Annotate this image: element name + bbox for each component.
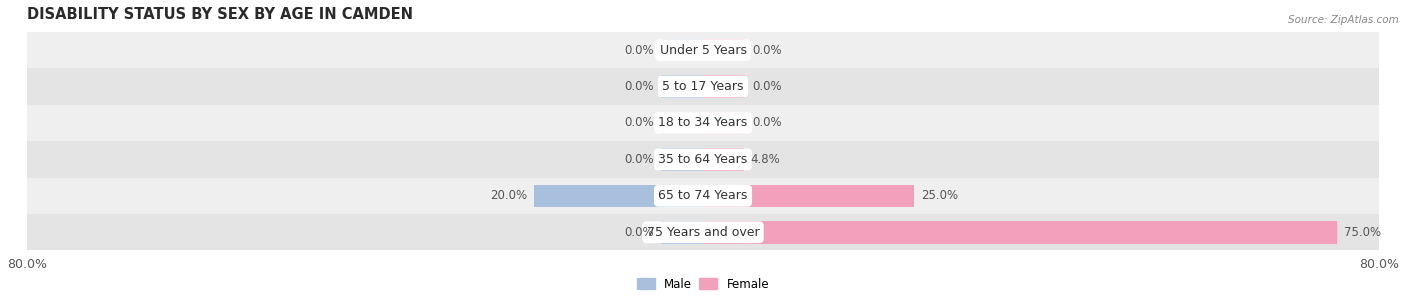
Bar <box>703 112 745 134</box>
Bar <box>27 68 1379 105</box>
Bar <box>27 32 1379 68</box>
Text: Source: ZipAtlas.com: Source: ZipAtlas.com <box>1288 15 1399 25</box>
Bar <box>661 39 703 61</box>
Bar <box>703 221 1337 244</box>
Text: 0.0%: 0.0% <box>752 117 782 129</box>
Bar <box>27 178 1379 214</box>
Text: 18 to 34 Years: 18 to 34 Years <box>658 117 748 129</box>
Bar <box>703 75 745 98</box>
Text: Under 5 Years: Under 5 Years <box>659 44 747 57</box>
Text: 0.0%: 0.0% <box>752 44 782 57</box>
Bar <box>27 214 1379 250</box>
Text: 35 to 64 Years: 35 to 64 Years <box>658 153 748 166</box>
Text: 4.8%: 4.8% <box>751 153 780 166</box>
Bar <box>661 148 703 171</box>
Text: DISABILITY STATUS BY SEX BY AGE IN CAMDEN: DISABILITY STATUS BY SEX BY AGE IN CAMDE… <box>27 7 413 22</box>
Text: 65 to 74 Years: 65 to 74 Years <box>658 189 748 202</box>
Text: 75.0%: 75.0% <box>1344 226 1381 239</box>
Text: 20.0%: 20.0% <box>491 189 527 202</box>
Text: 25.0%: 25.0% <box>921 189 957 202</box>
Bar <box>661 75 703 98</box>
Bar <box>703 148 744 171</box>
Bar <box>27 105 1379 141</box>
Bar <box>661 221 703 244</box>
Bar <box>534 185 703 207</box>
Text: 0.0%: 0.0% <box>752 80 782 93</box>
Text: 5 to 17 Years: 5 to 17 Years <box>662 80 744 93</box>
Text: 75 Years and over: 75 Years and over <box>647 226 759 239</box>
Bar <box>703 185 914 207</box>
Text: 0.0%: 0.0% <box>624 226 654 239</box>
Bar <box>27 141 1379 178</box>
Text: 0.0%: 0.0% <box>624 153 654 166</box>
Bar <box>661 112 703 134</box>
Legend: Male, Female: Male, Female <box>633 273 773 295</box>
Text: 0.0%: 0.0% <box>624 117 654 129</box>
Text: 0.0%: 0.0% <box>624 80 654 93</box>
Bar <box>703 39 745 61</box>
Text: 0.0%: 0.0% <box>624 44 654 57</box>
